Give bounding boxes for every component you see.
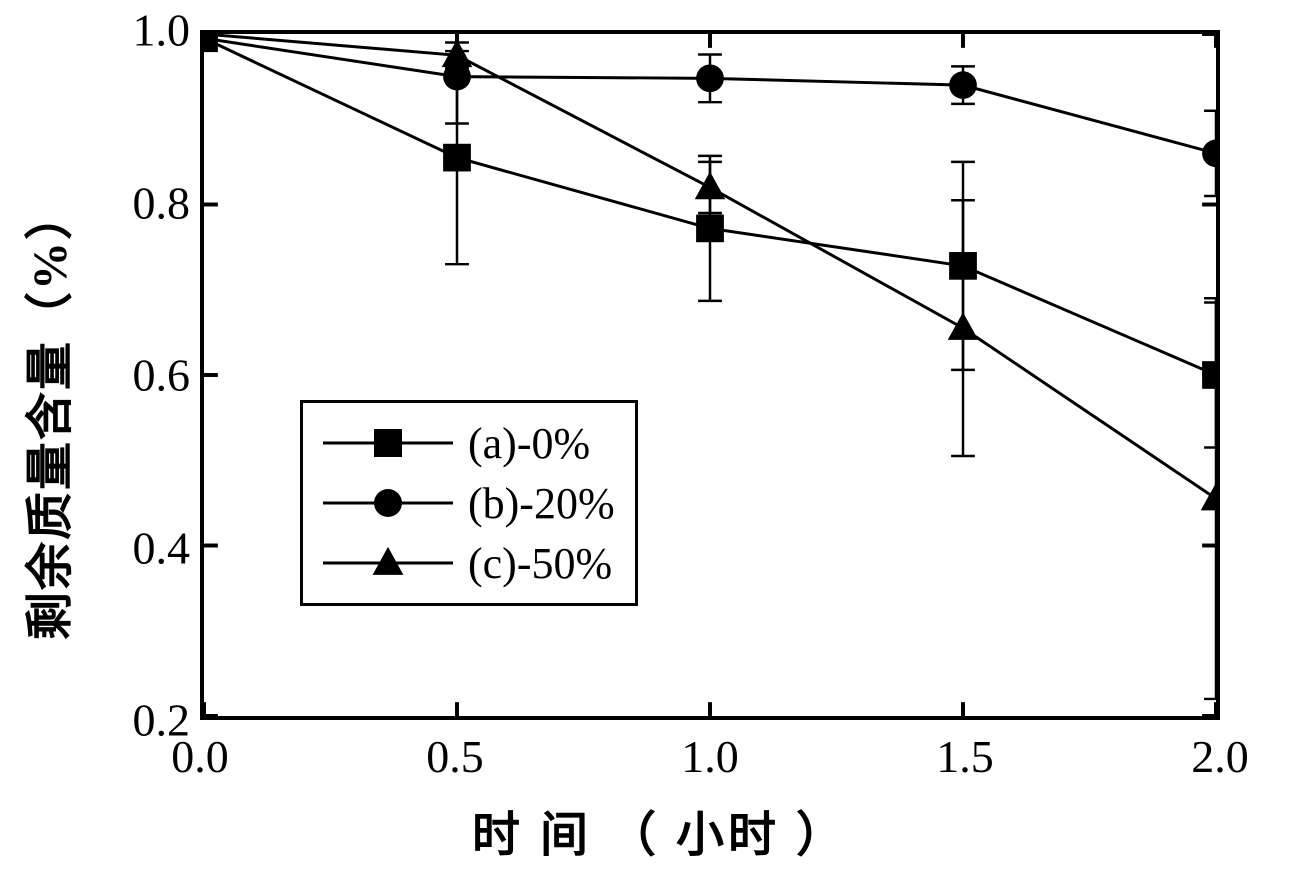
y-tick-label: 0.8 <box>133 176 191 229</box>
legend-row-b: (b)-20% <box>323 473 615 533</box>
chart-container: 剩余质量含量（%） 时 间 （ 小时 ） (a)-0%(b)-20%(c)-50… <box>40 10 1280 870</box>
legend-label: (a)-0% <box>468 418 590 469</box>
x-tick-label: 1.5 <box>936 730 994 783</box>
legend-label: (c)-50% <box>468 538 612 589</box>
legend-row-a: (a)-0% <box>323 413 615 473</box>
legend: (a)-0% (b)-20% (c)-50% <box>300 400 638 606</box>
x-axis-label: 时 间 （ 小时 ） <box>472 795 848 865</box>
x-tick-label: 0.5 <box>426 730 484 783</box>
y-tick-label: 0.4 <box>133 521 191 574</box>
legend-marker-square <box>323 423 453 463</box>
chart-svg <box>204 34 1216 716</box>
x-tick-label: 0.0 <box>171 730 229 783</box>
legend-row-c: (c)-50% <box>323 533 615 593</box>
y-tick-label: 1.0 <box>133 4 191 57</box>
x-tick-label: 2.0 <box>1191 730 1249 783</box>
y-tick-label: 0.6 <box>133 349 191 402</box>
y-axis-label: 剩余质量含量（%） <box>10 190 80 640</box>
x-tick-label: 1.0 <box>681 730 739 783</box>
legend-marker-circle <box>323 483 453 523</box>
plot-area <box>200 30 1220 720</box>
legend-marker-triangle <box>323 543 453 583</box>
legend-label: (b)-20% <box>468 478 615 529</box>
